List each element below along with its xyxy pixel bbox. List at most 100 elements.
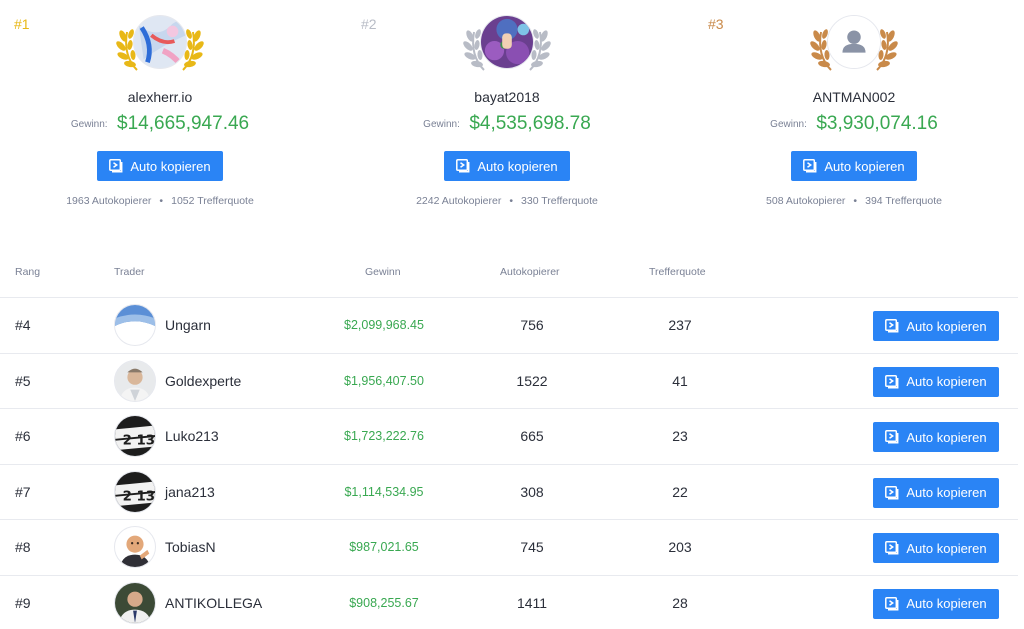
trader-stats: 2242 Autokopierer • 330 Trefferquote <box>357 195 657 207</box>
trader-name[interactable]: ANTIKOLLEGA <box>165 594 263 611</box>
auto-copy-button[interactable]: Auto kopieren <box>873 366 999 397</box>
trader-name[interactable]: bayat2018 <box>474 89 540 105</box>
leaderboard-table: #4 Ungarn $2,099,968.45 756 237 Auto kop… <box>0 297 1018 629</box>
hit-rate: 22 <box>672 483 688 500</box>
gain-label: Gewinn: <box>70 118 108 130</box>
avatar-with-wreath <box>462 12 552 76</box>
gain-value: $4,535,698.78 <box>469 113 591 134</box>
abstract-photo-avatar <box>134 16 186 68</box>
row-rank: #5 <box>15 372 31 389</box>
gain-value: $908,255.67 <box>349 595 419 610</box>
gain-label: Gewinn: <box>423 118 460 130</box>
table-row: #9 ANTIKOLLEGA $908,255.67 1411 28 Auto … <box>0 574 1018 629</box>
gain-value: $1,723,222.76 <box>344 429 424 443</box>
auto-copy-button[interactable]: Auto kopieren <box>873 311 999 341</box>
default-user-icon <box>828 16 880 68</box>
svg-text:2 13: 2 13 <box>123 434 155 449</box>
trader-name[interactable]: TobiasN <box>165 539 216 555</box>
separator-dot: • <box>159 195 164 207</box>
gain-value: $3,930,074.16 <box>816 113 938 134</box>
top-three-podium: #1 alexherr.io Gewinn: $14,665,947.46 Au… <box>0 0 1024 230</box>
button-label: Auto kopieren <box>130 158 211 174</box>
copy-trade-icon <box>456 159 470 173</box>
header-hit-rate: Trefferquote <box>649 266 706 278</box>
button-label: Auto kopieren <box>824 158 905 174</box>
table-row: #4 Ungarn $2,099,968.45 756 237 Auto kop… <box>0 297 1018 353</box>
separator-dot: • <box>853 195 858 207</box>
trader-name[interactable]: jana213 <box>165 483 215 500</box>
copy-trade-icon <box>885 430 899 444</box>
trader-name[interactable]: Ungarn <box>165 317 211 333</box>
row-rank: #4 <box>15 317 31 333</box>
row-rank: #6 <box>15 428 31 444</box>
separator-dot: • <box>509 195 514 207</box>
table-row: #6 2 13 Luko213 $1,723,222.76 665 23 Aut… <box>0 408 1018 464</box>
button-label: Auto kopieren <box>906 429 987 445</box>
auto-copy-button[interactable]: Auto kopieren <box>791 151 917 181</box>
auto-copy-button[interactable]: Auto kopieren <box>444 151 570 181</box>
gain-value: $2,099,968.45 <box>344 318 424 332</box>
avatar[interactable] <box>133 15 187 69</box>
trader-name[interactable]: Luko213 <box>165 428 219 444</box>
avatar[interactable] <box>480 15 534 69</box>
gain-value: $1,114,534.95 <box>344 484 424 499</box>
avatar[interactable] <box>114 526 156 568</box>
button-label: Auto kopieren <box>906 540 987 556</box>
table-row: #8 TobiasN $987,021.65 745 203 Auto kopi… <box>0 519 1018 575</box>
copier-count: 2242 Autokopierer <box>416 195 502 207</box>
gain-value: $987,021.65 <box>349 540 419 554</box>
hit-rate: 330 Trefferquote <box>521 195 598 207</box>
table-row: #5 Goldexperte $1,956,407.50 1522 41 Aut… <box>0 352 1018 409</box>
auto-copy-button[interactable]: Auto kopieren <box>873 477 999 508</box>
auto-copy-button[interactable]: Auto kopieren <box>873 533 999 563</box>
auto-copy-button[interactable]: Auto kopieren <box>97 151 223 181</box>
gain: Gewinn: $4,535,698.78 <box>357 113 657 135</box>
copier-count: 508 Autokopierer <box>766 195 846 207</box>
copier-count: 308 <box>520 483 544 500</box>
button-label: Auto kopieren <box>906 318 987 334</box>
header-gain: Gewinn <box>365 266 401 278</box>
copier-count: 1522 <box>516 372 548 389</box>
hit-rate: 203 <box>668 539 692 555</box>
gain-label: Gewinn: <box>770 118 807 130</box>
logo-avatar: 2 13 <box>115 471 155 512</box>
button-label: Auto kopieren <box>906 596 987 611</box>
cartoon-man-avatar <box>115 527 155 567</box>
avatar[interactable] <box>114 359 156 402</box>
trader-name[interactable]: alexherr.io <box>127 89 193 105</box>
man-photo-avatar <box>115 360 155 401</box>
podium-card-2: #2 bayat2018 Gewinn: $4,535,698.78 <box>357 0 657 230</box>
row-rank: #8 <box>15 539 31 555</box>
podium-rank: #3 <box>708 16 724 32</box>
auto-copy-button[interactable]: Auto kopieren <box>873 422 999 452</box>
avatar[interactable]: 2 13 <box>114 470 156 513</box>
avatar[interactable] <box>827 15 881 69</box>
gain-value: $14,665,947.46 <box>117 113 250 134</box>
podium-card-3: #3 ANTMAN002 Gewinn: $3,930,074.16 Auto … <box>704 0 1004 230</box>
row-rank: #9 <box>15 594 31 611</box>
gain: Gewinn: $3,930,074.16 <box>704 113 1004 135</box>
podium-rank: #2 <box>361 16 377 32</box>
avatar[interactable] <box>114 304 156 346</box>
auto-copy-button[interactable]: Auto kopieren <box>873 588 999 619</box>
avatar[interactable]: 2 13 <box>114 415 156 457</box>
copier-count: 1411 <box>516 594 548 611</box>
copy-trade-icon <box>885 597 899 611</box>
podium-card-1: #1 alexherr.io Gewinn: $14,665,947.46 Au… <box>10 0 310 230</box>
sky-photo-avatar <box>115 305 155 345</box>
copy-trade-icon <box>885 319 899 333</box>
button-label: Auto kopieren <box>477 158 558 174</box>
trader-stats: 508 Autokopierer • 394 Trefferquote <box>704 195 1004 207</box>
copier-count: 756 <box>520 317 544 333</box>
leaderboard-table-header: Rang Trader Gewinn Autokopierer Trefferq… <box>0 262 1024 282</box>
copy-trade-icon <box>109 159 123 173</box>
copy-trade-icon <box>885 486 899 500</box>
trader-name[interactable]: Goldexperte <box>165 372 242 389</box>
podium-rank: #1 <box>14 16 30 32</box>
row-rank: #7 <box>15 483 31 500</box>
button-label: Auto kopieren <box>906 485 987 500</box>
avatar[interactable] <box>114 581 156 624</box>
man-photo-avatar <box>115 582 155 623</box>
trader-name[interactable]: ANTMAN002 <box>812 89 896 105</box>
hit-rate: 394 Trefferquote <box>865 195 942 207</box>
